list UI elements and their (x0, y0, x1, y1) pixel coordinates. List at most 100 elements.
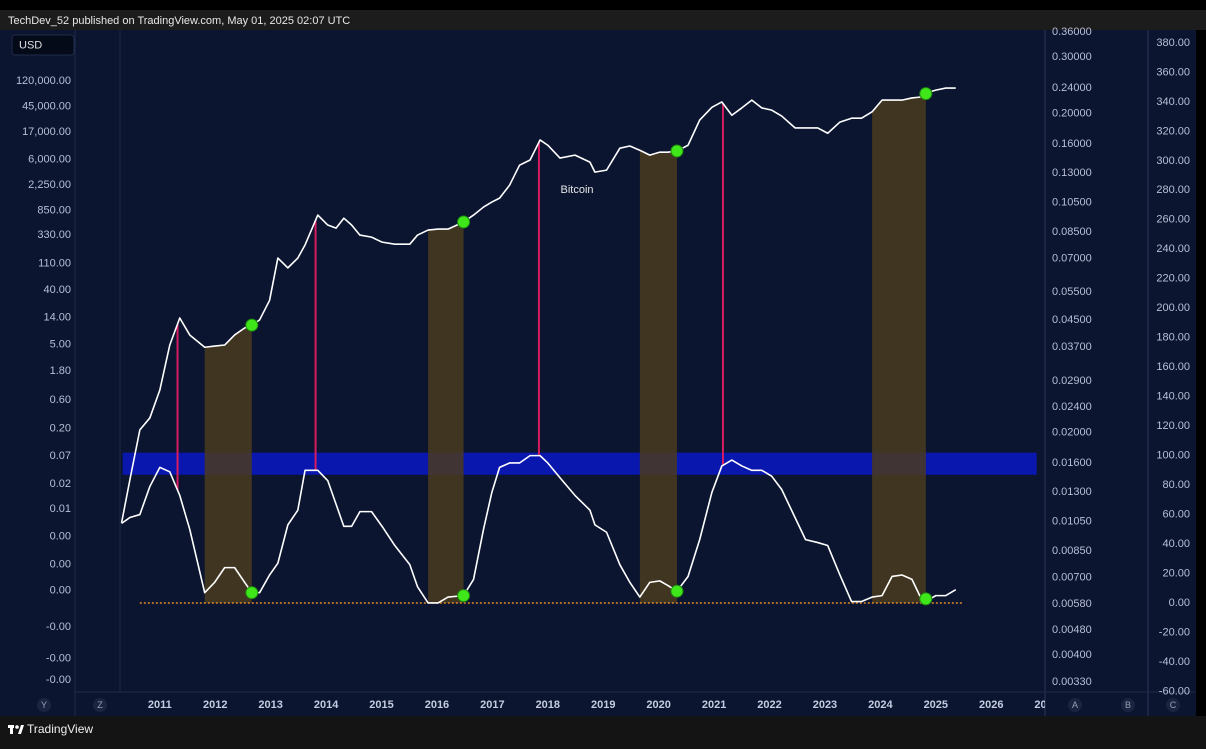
y2-tick-label: 0.04500 (1052, 314, 1092, 326)
axis-button[interactable] (37, 698, 51, 712)
x-tick-label: 2023 (813, 699, 837, 711)
y3-tick-label: 160.00 (1156, 361, 1190, 373)
axis-button-label[interactable]: B (1125, 700, 1131, 710)
y-tick-label: 0.02 (50, 478, 71, 490)
y2-tick-label: 0.03700 (1052, 341, 1092, 353)
y2-tick-label: 0.00700 (1052, 572, 1092, 584)
y-tick-label: 850.00 (37, 204, 71, 216)
y2-tick-label: 0.05500 (1052, 286, 1092, 298)
signal-marker (457, 589, 471, 603)
x-tick-label: 2018 (536, 699, 560, 711)
band (122, 452, 1037, 475)
shaded-range (872, 93, 926, 603)
y-tick-label: 0.01 (50, 503, 71, 515)
y2-tick-label: 0.07000 (1052, 253, 1092, 265)
y2-tick-label: 0.16000 (1052, 138, 1092, 150)
y-tick-label: 0.00 (50, 585, 71, 597)
y3-tick-label: 380.00 (1156, 37, 1190, 49)
y-tick-label: -0.00 (46, 652, 71, 664)
shaded-range (428, 221, 464, 603)
y3-tick-label: 200.00 (1156, 302, 1190, 314)
axis-button[interactable] (93, 698, 107, 712)
y-tick-label: 0.60 (50, 394, 71, 406)
y3-tick-label: 260.00 (1156, 214, 1190, 226)
y-tick-label: 330.00 (37, 229, 71, 241)
y3-tick-label: 20.00 (1162, 567, 1190, 579)
y2-tick-label: 0.00330 (1052, 676, 1092, 688)
signal-marker (245, 586, 259, 600)
x-tick-label: 2027 (1034, 699, 1058, 711)
x-tick-label: 2011 (148, 699, 172, 711)
y-tick-label: 2,250.00 (28, 179, 71, 191)
signal-marker (670, 144, 684, 158)
currency-button[interactable] (11, 34, 75, 56)
x-tick-label: 2026 (979, 699, 1003, 711)
axis-button-label[interactable]: C (1170, 700, 1177, 710)
axis-button-label[interactable]: Z (97, 700, 103, 710)
y3-tick-label: 320.00 (1156, 125, 1190, 137)
y2-tick-label: 0.00400 (1052, 649, 1092, 661)
brand-logo (8, 725, 24, 734)
x-tick-label: 2022 (757, 699, 781, 711)
y2-tick-label: 0.02400 (1052, 401, 1092, 413)
chart-area (0, 30, 1196, 716)
y-tick-label: 40.00 (43, 284, 71, 296)
y2-tick-label: 0.30000 (1052, 51, 1092, 63)
signal-marker (919, 592, 933, 606)
y3-tick-label: 280.00 (1156, 184, 1190, 196)
y3-tick-label: 100.00 (1156, 450, 1190, 462)
y3-tick-label: 300.00 (1156, 155, 1190, 167)
x-tick-label: 2020 (646, 699, 670, 711)
x-tick-label: 2016 (425, 699, 449, 711)
axis-button[interactable] (1121, 698, 1135, 712)
y2-tick-label: 0.08500 (1052, 226, 1092, 238)
axis-button-label[interactable]: Y (41, 700, 47, 710)
y3-tick-label: 60.00 (1162, 508, 1190, 520)
y3-tick-label: 360.00 (1156, 66, 1190, 78)
y-tick-label: 110.00 (38, 258, 71, 270)
y2-tick-label: 0.02900 (1052, 375, 1092, 387)
y-tick-label: 14.00 (43, 312, 71, 324)
axis-button[interactable] (1166, 698, 1180, 712)
y-tick-label: 5.00 (50, 338, 71, 350)
y3-tick-label: 140.00 (1156, 391, 1190, 403)
signal-marker (919, 87, 933, 101)
y-tick-label: 1.80 (50, 365, 71, 377)
plot (120, 87, 1037, 606)
y2-tick-label: 0.00580 (1052, 598, 1092, 610)
y3-tick-label: 180.00 (1156, 332, 1190, 344)
x-axis: 2011 2012 2013 2014 2015 2016 2017 2018 2019 2020… (148, 699, 1058, 711)
y-tick-label: 17,000.00 (22, 126, 71, 138)
y3-tick-label: 240.00 (1156, 243, 1190, 255)
x-tick-label: 2017 (480, 699, 504, 711)
y-tick-label: 45,000.00 (22, 101, 71, 113)
y-tick-label: -0.00 (46, 621, 71, 633)
series-label: Bitcoin (560, 184, 593, 196)
x-tick-label: 2013 (258, 699, 282, 711)
axis-button-label[interactable]: A (1072, 700, 1078, 710)
y3-tick-label: 0.00 (1169, 597, 1190, 609)
header-title: TechDev_52 published on TradingView.com,… (8, 15, 350, 27)
axis-button[interactable] (1068, 698, 1082, 712)
y2-tick-label: 0.02000 (1052, 426, 1092, 438)
y2-tick-label: 0.13000 (1052, 167, 1092, 179)
shaded-range (639, 150, 677, 603)
y3-tick-label: -40.00 (1159, 656, 1190, 668)
x-tick-label: 2014 (314, 699, 339, 711)
brand-name: TradingView (27, 722, 93, 736)
y2-tick-label: 0.24000 (1052, 82, 1092, 94)
y3-tick-label: 220.00 (1156, 273, 1190, 285)
y2-tick-label: 0.00850 (1052, 545, 1092, 557)
y2-tick-label: 0.36000 (1052, 26, 1092, 38)
y-tick-label: 6,000.00 (28, 153, 71, 165)
x-tick-label: 2015 (369, 699, 393, 711)
x-tick-label: 2021 (702, 699, 726, 711)
y-tick-label: 120,000.00 (16, 75, 71, 87)
y2-tick-label: 0.10500 (1052, 197, 1092, 209)
header-bar (0, 10, 1206, 30)
x-tick-label: 2025 (924, 699, 948, 711)
currency-label[interactable]: USD (19, 39, 42, 51)
y-tick-label: 0.07 (50, 450, 71, 462)
y2-tick-label: 0.01300 (1052, 486, 1092, 498)
